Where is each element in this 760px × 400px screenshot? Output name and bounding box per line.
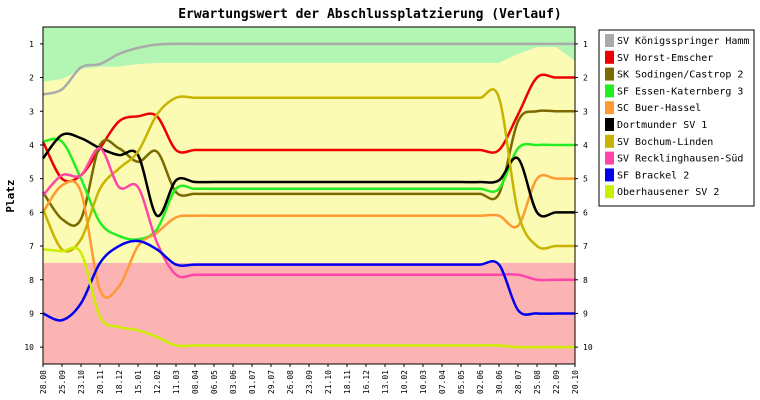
legend-swatch: [605, 185, 614, 199]
x-tick-label: 03.06: [229, 370, 238, 394]
x-tick-label: 12.02: [153, 370, 162, 394]
x-tick-label: 15.01: [134, 370, 143, 394]
legend-swatch: [605, 50, 614, 64]
y-tick-label-right: 8: [583, 276, 588, 285]
y-tick-label-right: 7: [583, 242, 588, 251]
series-line-sf-essen-katernberg-3: [42, 137, 576, 241]
zone-red: [43, 262, 575, 364]
series-line-sv-horst-emscher: [41, 73, 575, 183]
y-axis-left: 1 2 3 4 5 6 7 8 9 10: [24, 40, 43, 352]
y-tick-label-left: 7: [29, 242, 34, 251]
legend-label: SV Horst-Emscher: [617, 53, 713, 64]
plot-area: [41, 26, 576, 365]
legend: SV Königsspringer Hamm SV Horst-Emscher SK…: [598, 29, 755, 207]
legend-label: SV Bochum-Linden: [617, 137, 713, 148]
x-tick-label: 30.06: [495, 370, 504, 394]
y-tick-label-right: 6: [583, 208, 588, 217]
series-line-dortmunder-sv-1: [42, 132, 575, 218]
chart-title: Erwartungswert der Abschlussplatzierung …: [178, 7, 562, 22]
legend-label: Oberhausener SV 2: [617, 187, 719, 198]
y-tick-label-left: 10: [24, 343, 34, 352]
x-tick-label: 13.01: [381, 370, 390, 394]
legend-swatch: [605, 118, 614, 131]
y-tick-label-left: 2: [29, 74, 34, 83]
y-axis-label: Platz: [4, 179, 17, 212]
legend-label: SV Königsspringer Hamm: [617, 36, 749, 47]
y-axis-right: 1 2 3 4 5 6 7 8 9 10: [575, 40, 593, 352]
series-line-sv-recklinghausen-s-d: [42, 147, 575, 282]
legend-swatch: [605, 34, 614, 47]
legend-swatch: [605, 101, 614, 115]
series-layer: [41, 42, 576, 349]
x-tick-label: 29.07: [267, 370, 276, 394]
x-tick-label: 18.12: [115, 370, 124, 394]
x-tick-label: 08.04: [191, 370, 200, 394]
legend-label: SC Buer-Hassel: [617, 103, 701, 114]
x-tick-label: 26.08: [286, 370, 295, 394]
legend-label: SF Brackel 2: [617, 170, 689, 181]
x-tick-label: 10.03: [419, 370, 428, 394]
legend-label: SF Essen-Katernberg 3: [617, 86, 743, 97]
x-tick-label: 02.06: [476, 370, 485, 394]
y-tick-label-left: 1: [29, 40, 34, 49]
zone-yellow: [43, 47, 575, 263]
y-tick-label-right: 9: [583, 309, 588, 318]
x-axis: 28.08 25.09 23.10 20.11 18.12 15.01 12.02 11.03…: [39, 364, 580, 394]
series-line-oberhausener-sv-2: [42, 246, 575, 349]
series-line-sf-brackel-2: [42, 239, 575, 322]
series-line-sv-k-nigsspringer-hamm: [42, 42, 575, 96]
series-line-sv-bochum-linden: [41, 88, 575, 253]
x-tick-label: 21.10: [324, 370, 333, 394]
x-tick-label: 11.03: [172, 370, 181, 394]
legend-swatch: [605, 134, 614, 148]
x-tick-label: 23.09: [305, 370, 314, 394]
legend-swatch: [605, 168, 614, 182]
y-tick-label-right: 10: [583, 343, 593, 352]
y-tick-label-right: 3: [583, 107, 588, 116]
x-tick-label: 28.07: [514, 370, 523, 394]
y-tick-label-right: 4: [583, 141, 588, 150]
x-tick-label: 22.09: [552, 370, 561, 394]
y-tick-label-left: 3: [29, 107, 34, 116]
series-line-sc-buer-hassel: [41, 173, 575, 299]
x-tick-label: 25.09: [58, 370, 67, 394]
x-tick-label: 07.04: [438, 370, 447, 394]
zone-green: [43, 27, 575, 82]
legend-swatch: [605, 151, 614, 165]
y-tick-label-right: 1: [583, 40, 588, 49]
y-tick-label-left: 9: [29, 309, 34, 318]
x-tick-label: 06.05: [210, 370, 219, 394]
legend-swatch: [605, 84, 614, 98]
legend-label: SK Sodingen/Castrop 2: [617, 70, 743, 81]
x-tick-label: 23.10: [77, 370, 86, 394]
legend-label: Dortmunder SV 1: [617, 120, 707, 131]
y-tick-label-left: 8: [29, 276, 34, 285]
x-tick-label: 28.08: [39, 370, 48, 394]
x-tick-label: 05.05: [457, 370, 466, 394]
y-tick-label-right: 5: [583, 175, 588, 184]
y-tick-label-left: 6: [29, 208, 34, 217]
y-tick-label-left: 4: [29, 141, 34, 150]
legend-box: [598, 29, 755, 207]
x-tick-label: 20.10: [571, 370, 580, 394]
x-tick-label: 16.12: [362, 370, 371, 394]
x-tick-label: 10.02: [400, 370, 409, 394]
legend-label: SV Recklinghausen-Süd: [617, 154, 743, 165]
x-tick-label: 01.07: [248, 370, 257, 394]
y-tick-label-left: 5: [29, 175, 34, 184]
legend-swatch: [605, 67, 614, 81]
x-tick-label: 18.11: [343, 370, 352, 394]
x-tick-label: 25.08: [533, 370, 542, 394]
x-tick-label: 20.11: [96, 370, 105, 394]
y-tick-label-right: 2: [583, 74, 588, 83]
